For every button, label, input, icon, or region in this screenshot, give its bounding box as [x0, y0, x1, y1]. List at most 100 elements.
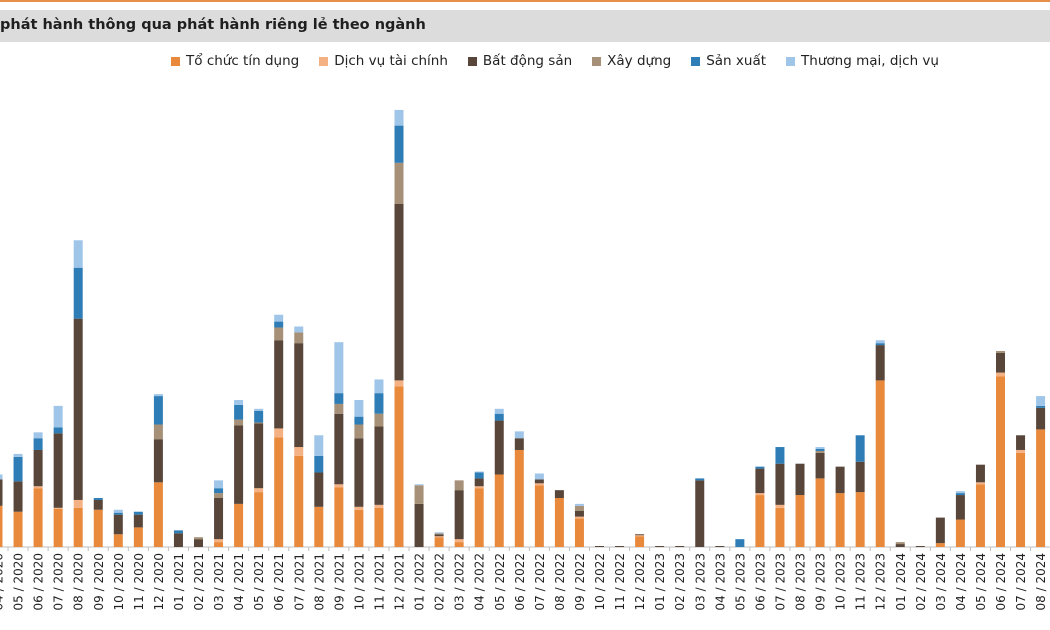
bar-segment — [1036, 407, 1046, 430]
x-tick-label: 08 / 2022 — [553, 553, 567, 610]
x-tick-label: 11 / 2020 — [132, 553, 146, 610]
bar-segment — [975, 464, 985, 483]
bar-segment — [955, 491, 965, 494]
x-tick-label: 06 / 2020 — [32, 553, 46, 610]
bar-segment — [775, 463, 785, 505]
legend-item: Sản xuất — [691, 53, 766, 69]
bar-segment — [875, 345, 885, 381]
bar-segment — [394, 162, 404, 204]
x-tick-label: 01 / 2023 — [653, 553, 667, 610]
bar-segment — [474, 472, 484, 479]
bar-segment — [494, 420, 504, 475]
bar-segment — [955, 493, 965, 496]
bar-segment — [354, 424, 364, 439]
x-tick-label: 06 / 2023 — [753, 553, 767, 610]
bar-segment — [33, 438, 43, 450]
bar-segment — [534, 485, 544, 547]
legend-item: Bất động sản — [467, 53, 572, 69]
bar-segment — [574, 518, 584, 547]
bar-segment — [194, 537, 203, 540]
bar-segment — [514, 438, 524, 450]
chart-legend: Tổ chức tín dụng Dịch vụ tài chính Bất độn… — [0, 53, 1050, 69]
bar-segment — [33, 486, 43, 489]
bar-segment — [113, 534, 123, 547]
legend-swatch — [592, 56, 602, 66]
bar-segment — [354, 438, 364, 507]
x-tick-label: 09 / 2021 — [332, 553, 346, 610]
bar-segment — [374, 426, 384, 505]
x-tick-label: 01 / 2021 — [172, 553, 186, 610]
bar-segment — [534, 479, 544, 484]
bar-segment — [1036, 429, 1046, 547]
bar-segment — [294, 455, 304, 547]
bar-segment — [875, 343, 885, 346]
bar-segment — [815, 449, 825, 451]
bar-segment — [274, 314, 284, 322]
x-tick-label: 04 / 2023 — [713, 553, 727, 610]
x-tick-label: 10 / 2022 — [593, 553, 607, 610]
bar-segment — [214, 488, 224, 494]
bar-segment — [113, 512, 123, 515]
bar-segment — [294, 332, 304, 344]
bar-segment — [434, 537, 444, 547]
bar-segment — [574, 516, 584, 519]
bar-segment — [13, 511, 23, 547]
x-tick-label: 12 / 2021 — [393, 553, 407, 610]
bar-segment — [554, 498, 564, 547]
bar-segment — [454, 542, 464, 547]
bar-segment — [374, 379, 384, 394]
bar-segment — [314, 472, 324, 507]
bar-segment — [153, 396, 163, 425]
bar-segment — [955, 495, 965, 520]
bar-segment — [33, 488, 43, 547]
top-rule — [0, 0, 1050, 2]
bar-segment — [33, 432, 43, 439]
bar-segment — [73, 267, 83, 319]
bar-segment — [975, 484, 985, 547]
bar-segment — [13, 481, 23, 512]
bar-segment — [133, 514, 143, 528]
bar-segment — [414, 484, 424, 486]
x-tick-label: 01 / 2024 — [894, 553, 908, 610]
bar-segment — [815, 452, 825, 479]
x-tick-label: 03 / 2024 — [934, 553, 948, 610]
bar-segment — [214, 539, 224, 543]
x-tick-label: 09 / 2023 — [814, 553, 828, 610]
bar-segment — [354, 506, 364, 510]
bar-segment — [615, 546, 625, 547]
x-tick-label: 04 / 2020 — [0, 553, 6, 610]
bar-segment — [514, 449, 524, 547]
bar-segment — [815, 478, 825, 547]
bar-segment — [474, 471, 484, 473]
bar-segment — [254, 410, 264, 423]
bar-segment — [254, 492, 264, 547]
bar-segment — [975, 482, 985, 485]
bar-segment — [334, 413, 344, 485]
bar-segment — [996, 352, 1005, 373]
bar-segment — [895, 542, 905, 545]
bar-segment — [454, 539, 464, 543]
x-tick-label: 05 / 2024 — [974, 553, 988, 610]
bar-segment — [635, 535, 645, 537]
bar-segment — [13, 456, 23, 482]
x-tick-label: 12 / 2020 — [152, 553, 166, 610]
bar-segment — [835, 493, 845, 547]
bar-segment — [795, 495, 805, 547]
bar-segment — [274, 321, 284, 328]
bar-segment — [214, 542, 224, 547]
bar-segment — [234, 404, 244, 420]
x-tick-label: 06 / 2022 — [513, 553, 527, 610]
bar-segment — [254, 422, 264, 424]
bar-segment — [394, 125, 404, 163]
bar-segment — [153, 394, 163, 397]
bar-segment — [214, 493, 224, 498]
bar-segment — [73, 240, 83, 268]
bar-segment — [93, 499, 103, 510]
legend-item: Dịch vụ tài chính — [319, 53, 448, 69]
bar-segment — [214, 480, 224, 489]
bar-segment — [374, 413, 384, 427]
x-tick-label: 10 / 2020 — [112, 553, 126, 610]
bar-segment — [996, 376, 1005, 547]
x-tick-label: 03 / 2022 — [453, 553, 467, 610]
bar-segment — [454, 480, 464, 491]
